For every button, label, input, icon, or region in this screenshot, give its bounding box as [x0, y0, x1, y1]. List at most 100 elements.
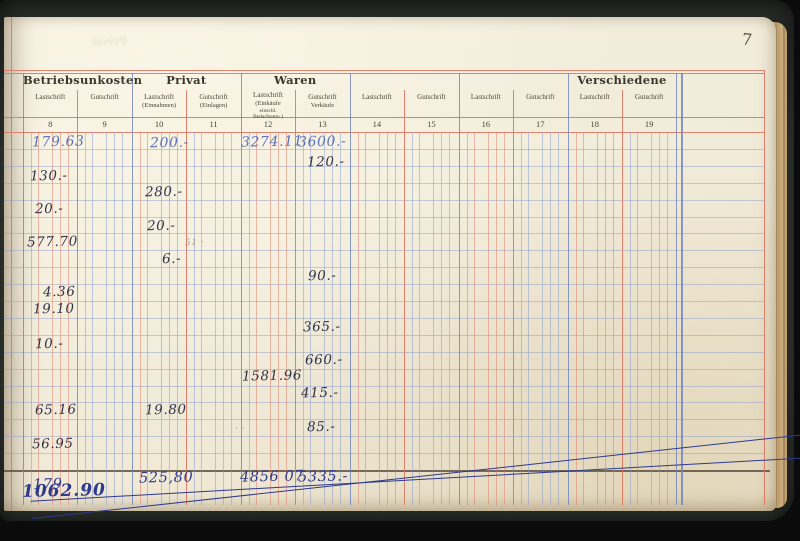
column-label: Gutschrift Verkäufe — [295, 93, 349, 110]
pfennig-rule — [550, 132, 551, 505]
ledger-entry: 4.36 — [42, 283, 76, 301]
pfennig-rule — [503, 132, 505, 505]
pfennig-rule — [542, 132, 543, 505]
pfennig-rule — [168, 132, 170, 505]
ledger-entry: 577.70 — [26, 233, 79, 251]
pfennig-rule — [386, 132, 388, 505]
row-rule — [4, 334, 764, 336]
ledger-entry: 120.- — [306, 153, 345, 171]
column-label-line: Gutschrift — [634, 93, 664, 101]
row-rule — [4, 284, 764, 286]
pfennig-rule — [176, 132, 178, 505]
pfennig-rule — [378, 132, 380, 505]
column-number: 10 — [154, 119, 164, 129]
group-title: Betriebsunkosten — [23, 73, 143, 87]
pfennig-rule — [441, 132, 443, 505]
page-number: 7 — [740, 29, 754, 50]
column-label-line: Lastschrift — [361, 93, 392, 101]
pfennig-rule — [223, 132, 225, 505]
column-number: 11 — [209, 119, 218, 129]
pfennig-rule — [139, 132, 141, 505]
pfennig-rule — [68, 132, 69, 505]
pfennig-rule — [269, 132, 271, 505]
column-label: Lastschrift — [459, 93, 513, 102]
pfennig-rule — [160, 132, 162, 505]
pfennig-rule — [357, 132, 359, 505]
pfennig-rule — [60, 132, 61, 505]
ledger-page: Privat 7 Betriebsunkosten Privat Waren Vers… — [4, 17, 776, 511]
ledger-entries: 179.63 200.- 3274.11 3600.- 120.- 130.- 280.- 2… — [4, 17, 776, 502]
pfennig-rule — [106, 132, 108, 505]
row-rule — [4, 419, 764, 421]
pfennig-rule — [495, 132, 497, 505]
row-rule — [4, 436, 764, 438]
ledger-entry: 130.- — [29, 167, 68, 185]
ledger-entry: 179.63 — [31, 133, 85, 151]
column-boundary — [404, 90, 406, 505]
column-boundary — [131, 73, 133, 505]
grid-end-rule — [681, 73, 683, 505]
ledger-entry: 19.80 — [144, 401, 187, 419]
header-rule — [4, 73, 764, 74]
pfennig-rule — [255, 132, 257, 505]
pfennig-rule — [285, 132, 287, 505]
column-boundary — [567, 73, 569, 505]
column-label-line: Bedarfsentn.) — [253, 113, 283, 120]
margin-rule — [11, 17, 12, 511]
ledger-entry: 65.16 — [34, 401, 77, 419]
ledger-total-entry: 1062.90 — [21, 480, 107, 502]
column-label: Lastschrift (Einnahmen) — [132, 93, 186, 110]
row-rule — [4, 351, 764, 353]
ledger-entry: 20.- — [146, 217, 176, 235]
column-label: Gutschrift (Einlagen) — [186, 93, 240, 110]
pfennig-rule — [215, 132, 217, 505]
ledger-entry: 280.- — [144, 183, 183, 201]
column-label-line: Gutschrift — [308, 93, 337, 101]
ledger-entry: 3274.11 — [240, 133, 304, 151]
ledger-entry: 20.- — [34, 200, 64, 218]
column-boundary — [240, 73, 242, 505]
ledger-entry: 10.- — [34, 335, 64, 353]
ledger-entry: 90.- — [307, 267, 337, 285]
pfennig-rule — [449, 132, 451, 505]
row-rule — [4, 182, 764, 184]
column-label-line: Gutschrift — [526, 93, 555, 101]
row-rule — [4, 453, 764, 455]
ledger-entry: · · — [234, 423, 246, 435]
column-label-line: einschl. — [259, 107, 277, 114]
pfennig-rule — [324, 132, 326, 505]
column-label: Gutschrift — [404, 93, 458, 102]
ledger-entry: 51 · — [184, 237, 205, 249]
column-label-line: Gutschrift — [199, 93, 228, 101]
pfennig-rule — [122, 132, 124, 505]
pfennig-rule — [419, 132, 421, 505]
pfennig-rule — [310, 132, 312, 505]
ledger-entry: 3600.- — [297, 133, 347, 151]
page-right-rule — [764, 70, 765, 505]
column-boundary — [295, 90, 297, 505]
column-number: 13 — [318, 119, 327, 129]
pfennig-rule — [582, 132, 584, 505]
pfennig-rule — [612, 132, 614, 505]
row-rule — [4, 165, 764, 167]
column-label: Gutschrift — [77, 93, 131, 102]
pfennig-rule — [433, 132, 435, 505]
pfennig-rule — [303, 132, 305, 505]
column-boundary — [676, 73, 678, 505]
ledger-total-entry: 525,80 — [138, 469, 194, 487]
row-rule — [4, 250, 764, 252]
header-rule — [4, 132, 764, 133]
pfennig-rule — [650, 132, 652, 505]
show-through-text: Privat — [91, 32, 127, 49]
group-title: Waren — [273, 73, 317, 87]
pfennig-rule — [666, 132, 668, 505]
row-rule — [4, 368, 764, 370]
pfennig-rule — [412, 132, 414, 505]
row-rule — [4, 402, 764, 404]
pfennig-rule — [629, 132, 631, 505]
pfennig-rule — [92, 132, 94, 505]
pfennig-rule — [658, 132, 660, 505]
column-number: 19 — [644, 119, 654, 129]
pfennig-rule — [340, 132, 342, 505]
column-boundary — [349, 73, 351, 505]
